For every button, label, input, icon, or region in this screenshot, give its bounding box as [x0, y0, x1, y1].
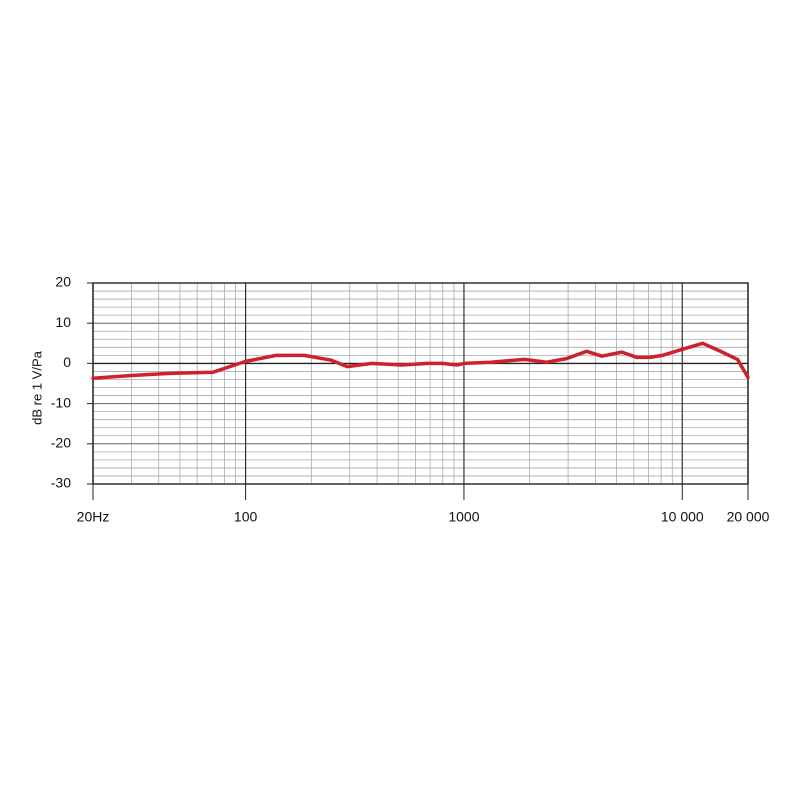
y-tick-label: -10	[51, 394, 71, 410]
x-tick-label: 20 000	[727, 509, 770, 525]
y-tick-label: -20	[51, 435, 71, 451]
y-tick-label: 10	[55, 314, 71, 330]
y-axis-label: dB re 1 V/Pa	[29, 350, 44, 424]
y-tick-label: 0	[63, 354, 71, 370]
y-tick-label: -30	[51, 475, 71, 491]
response-line	[91, 341, 750, 381]
x-tick-label: 20Hz	[77, 509, 110, 525]
y-tick-label: 20	[55, 274, 71, 290]
x-tick-label: 100	[234, 509, 258, 525]
x-tick-label: 1000	[448, 509, 479, 525]
x-tick-label: 10 000	[661, 509, 704, 525]
plot-frame	[92, 282, 749, 485]
